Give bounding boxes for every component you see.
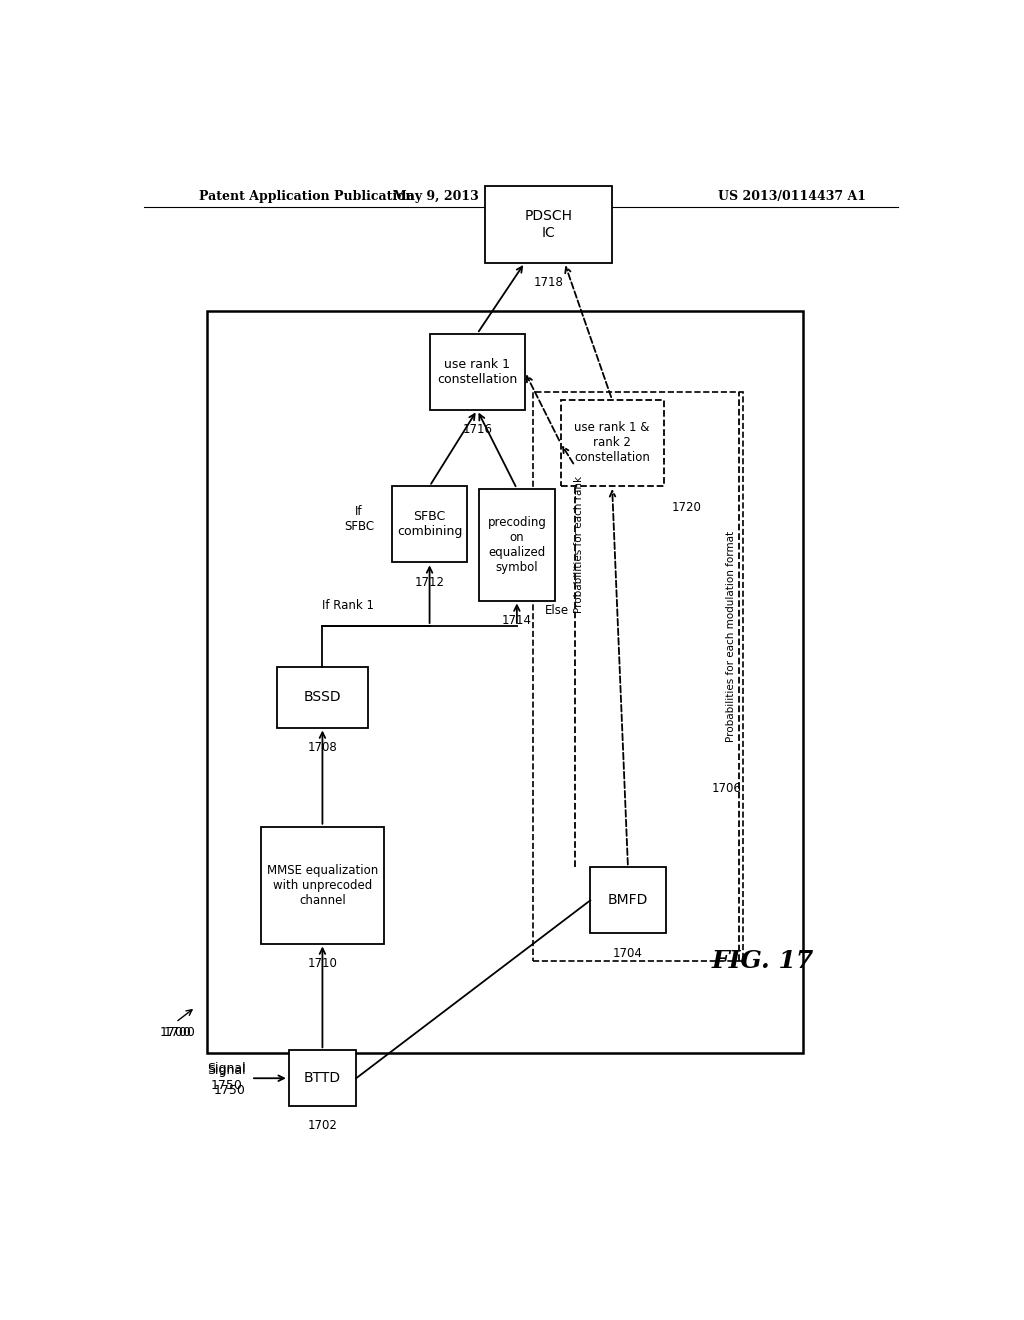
Text: precoding
on
equalized
symbol: precoding on equalized symbol [487,516,546,574]
Text: If Rank 1: If Rank 1 [322,599,374,612]
FancyBboxPatch shape [560,400,664,486]
FancyBboxPatch shape [485,186,612,263]
Text: MMSE equalization
with unprecoded
channel: MMSE equalization with unprecoded channe… [267,863,378,907]
Text: use rank 1 &
rank 2
constellation: use rank 1 & rank 2 constellation [574,421,650,465]
Text: Patent Application Publication: Patent Application Publication [200,190,415,202]
Text: 1720: 1720 [672,502,701,515]
FancyBboxPatch shape [392,486,467,562]
FancyBboxPatch shape [207,312,803,1053]
Text: If
SFBC: If SFBC [344,506,374,533]
Text: Probabilities for each rank: Probabilities for each rank [573,477,584,614]
Text: 1700: 1700 [164,1026,196,1039]
Text: PDSCH
IC: PDSCH IC [524,210,572,239]
Text: 1716: 1716 [462,424,493,436]
Text: BTTD: BTTD [304,1072,341,1085]
Text: 1710: 1710 [307,957,337,970]
FancyBboxPatch shape [276,667,368,727]
Text: Probabilities for each modulation format: Probabilities for each modulation format [726,531,736,742]
Text: 1708: 1708 [307,741,337,754]
Text: 1702: 1702 [307,1119,337,1133]
Text: Else: Else [545,605,568,618]
Text: 1750: 1750 [214,1084,246,1097]
Text: Signal
1750: Signal 1750 [207,1064,246,1092]
FancyBboxPatch shape [479,488,555,601]
FancyBboxPatch shape [261,826,384,944]
FancyBboxPatch shape [430,334,524,411]
Text: BSSD: BSSD [304,690,341,704]
Text: 1706: 1706 [712,781,741,795]
FancyBboxPatch shape [590,867,666,933]
Text: 1712: 1712 [415,576,444,589]
Text: 1704: 1704 [613,946,643,960]
Text: US 2013/0114437 A1: US 2013/0114437 A1 [718,190,866,202]
Text: FIG. 17: FIG. 17 [712,949,814,973]
Text: Signal: Signal [207,1061,246,1074]
Text: 1714: 1714 [502,614,531,627]
FancyBboxPatch shape [289,1051,356,1106]
Text: BMFD: BMFD [608,894,648,907]
Text: 1700: 1700 [160,1026,191,1039]
Text: 1718: 1718 [534,276,563,289]
Text: May 9, 2013   Sheet 17 of 23: May 9, 2013 Sheet 17 of 23 [393,190,593,202]
Text: SFBC
combining: SFBC combining [397,511,462,539]
Text: use rank 1
constellation: use rank 1 constellation [437,358,517,385]
